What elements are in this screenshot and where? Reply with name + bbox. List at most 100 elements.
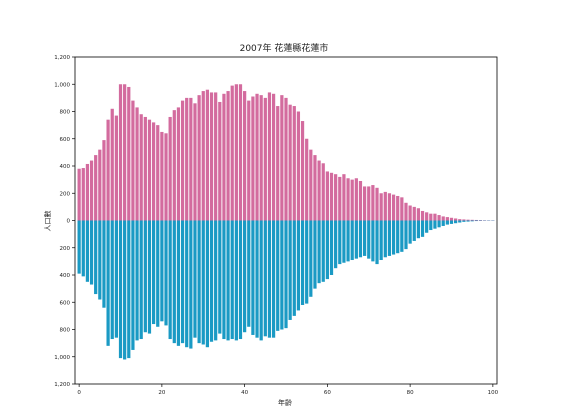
bar — [181, 101, 184, 221]
x-tick-label: 20 — [158, 390, 165, 396]
bar — [202, 91, 205, 220]
bar — [173, 221, 176, 344]
chart-title: 2007年 花蓮縣花蓮市 — [240, 42, 329, 54]
bar — [272, 94, 275, 221]
bar — [90, 161, 93, 221]
bar — [156, 125, 159, 220]
bar — [164, 133, 167, 220]
bar — [185, 98, 188, 221]
bar — [177, 107, 180, 220]
bar — [355, 221, 358, 259]
bar — [433, 221, 436, 229]
y-tick-label: 400 — [60, 164, 71, 170]
bar — [429, 221, 432, 231]
bar — [169, 117, 172, 221]
bar — [396, 196, 399, 221]
bar — [417, 221, 420, 239]
bar — [210, 92, 213, 220]
bar — [359, 181, 362, 221]
bar — [429, 214, 432, 221]
bar — [94, 155, 97, 220]
bar — [297, 112, 300, 221]
bar — [326, 171, 329, 220]
bar — [437, 215, 440, 220]
bar — [284, 221, 287, 329]
bar — [115, 116, 118, 221]
bar — [413, 221, 416, 241]
bar — [417, 208, 420, 220]
bar — [106, 221, 109, 346]
bar — [243, 91, 246, 220]
bar — [388, 193, 391, 220]
bar — [144, 221, 147, 333]
bar — [260, 95, 263, 220]
bar — [123, 221, 126, 360]
bar — [442, 216, 445, 220]
bar — [421, 221, 424, 237]
bar — [346, 178, 349, 220]
bar — [450, 221, 453, 224]
bar — [351, 180, 354, 221]
bar — [289, 105, 292, 221]
bar — [392, 195, 395, 221]
bar — [268, 92, 271, 220]
bar — [458, 221, 461, 223]
bar — [235, 84, 238, 220]
y-tick-label: 1,000 — [54, 82, 70, 88]
bar — [384, 221, 387, 258]
bar — [367, 221, 370, 259]
bar — [409, 221, 412, 244]
bar — [284, 98, 287, 221]
bar — [289, 221, 292, 320]
y-tick-label: 200 — [60, 191, 71, 197]
bar — [94, 221, 97, 295]
bar — [111, 221, 114, 340]
bar — [409, 206, 412, 221]
bar — [454, 218, 457, 220]
bar — [239, 84, 242, 220]
bar — [98, 221, 101, 300]
bar — [119, 84, 122, 220]
bar — [177, 221, 180, 346]
bar — [106, 120, 109, 221]
bar — [342, 174, 345, 220]
bar — [160, 132, 163, 221]
bar — [446, 217, 449, 220]
bar — [214, 221, 217, 341]
bar — [222, 221, 225, 340]
bar — [380, 221, 383, 261]
bar — [86, 164, 89, 221]
bar — [388, 221, 391, 256]
bar — [152, 122, 155, 220]
bar — [119, 221, 122, 359]
bar — [380, 193, 383, 220]
bar — [400, 221, 403, 252]
bar — [148, 221, 151, 334]
x-tick-label: 0 — [77, 390, 81, 396]
bar — [280, 95, 283, 220]
bar — [471, 221, 474, 222]
bar — [102, 221, 105, 308]
y-tick-label: 0 — [67, 219, 71, 225]
bar — [425, 221, 428, 233]
bar — [268, 221, 271, 338]
bar — [346, 221, 349, 262]
bar — [309, 221, 312, 297]
bar — [214, 92, 217, 220]
bar — [404, 203, 407, 221]
bar — [173, 110, 176, 220]
bar — [123, 84, 126, 220]
bar — [293, 106, 296, 220]
bar — [475, 220, 478, 221]
bar — [466, 220, 469, 221]
bar — [90, 221, 93, 285]
bar — [475, 221, 478, 222]
bar — [471, 220, 474, 221]
bar — [131, 221, 134, 350]
bar — [247, 101, 250, 221]
bar — [334, 174, 337, 220]
bar — [78, 221, 81, 274]
bar — [330, 173, 333, 221]
